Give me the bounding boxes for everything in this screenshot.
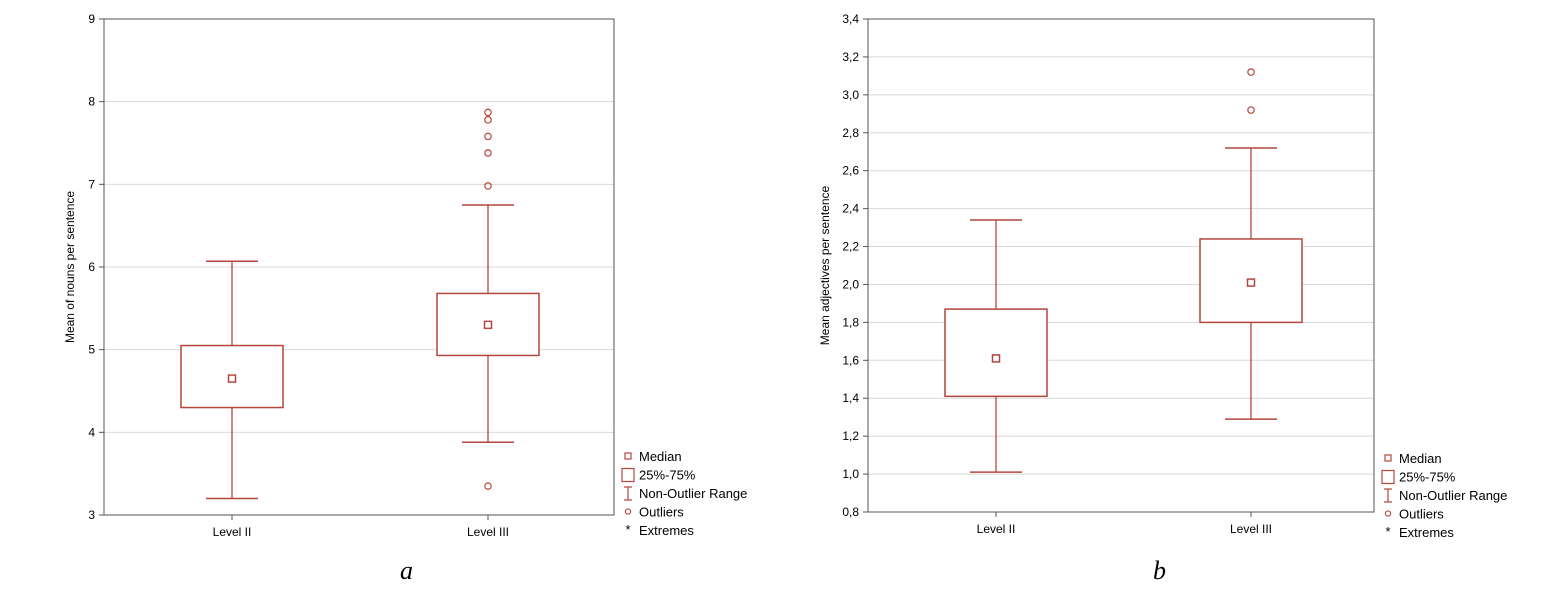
x-tick-label: Level III [467,525,509,539]
legend-median-icon [1384,454,1392,462]
legend-item-label: Extremes [639,523,694,538]
legend-item-label: Median [639,449,682,464]
y-tick-label: 1,8 [842,315,859,329]
x-tick-label: Level II [213,525,252,539]
y-tick-label: 8 [88,95,95,109]
y-tick-label: 0,8 [842,505,859,519]
x-tick-label: Level III [1230,522,1272,536]
y-tick-label: 9 [88,12,95,26]
legend-extreme-icon: * [1385,524,1390,539]
y-tick-label: 6 [88,260,95,274]
outlier-point [484,182,492,190]
legend-item-label: Outliers [1399,507,1444,522]
y-tick-label: 2,0 [842,277,859,291]
outlier-point [1247,68,1255,76]
iqr-box [944,308,1048,398]
outlier-point [484,116,492,124]
y-tick-label: 2,2 [842,240,859,254]
legend-outlier-icon [624,508,632,515]
legend-item-label: Extremes [1399,525,1454,540]
legend-box-icon [621,467,635,483]
median-marker [1246,278,1256,287]
legend-item-label: Non-Outlier Range [639,486,747,501]
y-tick-label: 4 [88,425,95,439]
plot-frame [867,18,1375,513]
y-tick-label: 1,6 [842,353,859,367]
y-tick-label: 1,0 [842,467,859,481]
y-tick-label: 3,0 [842,88,859,102]
y-axis-label: Mean of nouns per sentence [63,191,77,343]
y-tick-label: 2,8 [842,126,859,140]
outlier-point [484,108,492,117]
legend-item-label: 25%-75% [1399,470,1456,485]
legend-outlier-icon [1384,510,1392,517]
median-marker [227,374,237,383]
legend-item-label: 25%-75% [639,468,696,483]
plot-frame [103,18,615,516]
legend-median-icon [624,452,632,460]
y-axis-label: Mean adjectives per sentence [818,185,832,345]
y-tick-label: 3 [88,508,95,522]
legend-extreme-icon: * [625,522,630,537]
legend-item-label: Median [1399,451,1442,466]
x-tick-label: Level II [977,522,1016,536]
y-tick-label: 2,6 [842,164,859,178]
y-tick-label: 1,2 [842,429,859,443]
outlier-point [1247,106,1255,114]
y-tick-label: 3,2 [842,50,859,64]
legend-box-icon [1381,469,1395,485]
panel-label-a: a [400,556,413,585]
outlier-point [484,149,492,157]
legend-item-label: Non-Outlier Range [1399,488,1507,503]
median-marker [483,320,493,330]
median-marker [991,354,1001,363]
y-tick-label: 7 [88,177,95,191]
y-tick-label: 2,4 [842,202,859,216]
y-tick-label: 3,4 [842,12,859,26]
outlier-point [484,132,492,141]
y-tick-label: 1,4 [842,391,859,405]
boxplot-figure: 3 4 5 6 7 8 9 Mean of nouns per sentence Level I… [63,12,1507,540]
outlier-point [484,482,492,490]
legend-item-label: Outliers [639,505,684,520]
panel-label-b: b [1153,556,1166,585]
y-tick-label: 5 [88,343,95,357]
